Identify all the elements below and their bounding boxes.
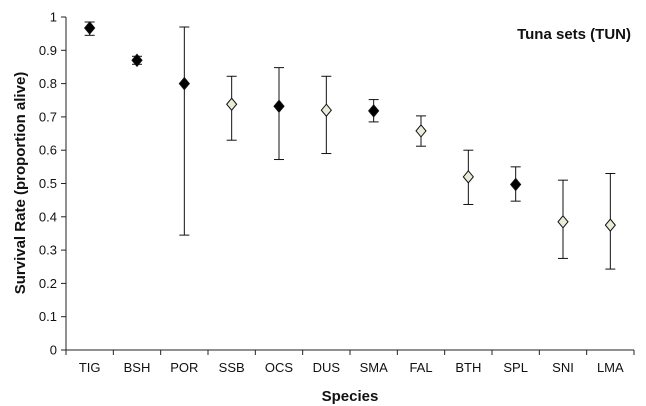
data-point-por (178, 76, 190, 91)
data-point-ssb (226, 97, 238, 112)
x-tick-label: SMA (360, 360, 389, 375)
data-point-lma (604, 218, 616, 232)
y-tick-label: 0.6 (39, 143, 57, 158)
x-tick-label: DUS (313, 360, 341, 375)
y-tick-label: 0.1 (39, 309, 57, 324)
x-tick-label: POR (170, 360, 198, 375)
data-point-fal (415, 124, 427, 138)
y-tick-label: 0.4 (39, 209, 57, 224)
y-tick-label: 0.3 (39, 243, 57, 258)
panel-annotation: Tuna sets (TUN) (517, 26, 631, 43)
data-markers (84, 21, 616, 232)
x-tick-label: BTH (455, 360, 481, 375)
data-point-bth (462, 170, 474, 184)
data-point-dus (320, 103, 332, 118)
error-bars (84, 21, 616, 270)
y-tick-label: 0.5 (39, 176, 57, 191)
x-tick-label: SNI (552, 360, 574, 375)
data-point-ocs (273, 99, 285, 114)
x-tick-label: SSB (219, 360, 245, 375)
x-axis-title: Species (322, 388, 379, 405)
data-point-tig (84, 21, 96, 35)
data-point-sma (368, 104, 380, 118)
y-tick-label: 0.7 (39, 109, 57, 124)
x-tick-label: BSH (124, 360, 151, 375)
y-tick-label: 1 (50, 10, 57, 25)
y-tick-label: 0 (50, 343, 57, 358)
error-bar-por (179, 26, 190, 236)
x-tick-label: OCS (265, 360, 294, 375)
error-bar-ocs (274, 67, 284, 161)
data-point-bsh (131, 53, 143, 68)
x-tick-label: LMA (597, 360, 624, 375)
x-tick-label: TIG (79, 360, 101, 375)
y-ticks: 0 0.1 0.2 0.3 0.4 0.5 0.6 0.7 0.8 0.9 1 (39, 10, 66, 358)
y-tick-label: 0.2 (39, 276, 57, 291)
data-point-spl (510, 177, 522, 192)
x-tick-label: SPL (503, 360, 528, 375)
y-axis-title: Survival Rate (proportion alive) (12, 72, 29, 295)
y-tick-label: 0.9 (39, 43, 57, 58)
y-tick-label: 0.8 (39, 76, 57, 91)
x-tick-label: FAL (409, 360, 432, 375)
data-point-sni (557, 215, 569, 229)
x-ticks: TIG BSH POR SSB OCS DUS SMA FAL BTH SPL SNI LMA (65, 350, 635, 375)
